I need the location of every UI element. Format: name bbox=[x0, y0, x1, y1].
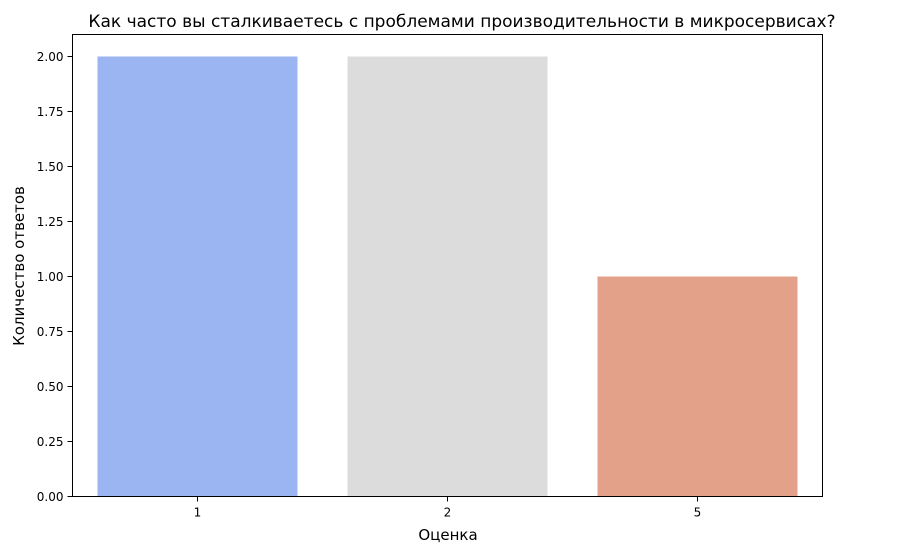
x-axis: 1 2 5 bbox=[194, 496, 702, 520]
y-tick-label: 1.00 bbox=[37, 270, 64, 284]
y-tick-label: 0.25 bbox=[37, 435, 64, 449]
y-tick-label: 1.50 bbox=[37, 160, 64, 174]
bar-1 bbox=[97, 56, 298, 497]
x-tick-label: 2 bbox=[444, 506, 452, 520]
y-tick-label: 1.25 bbox=[37, 215, 64, 229]
x-tick-label: 5 bbox=[694, 506, 702, 520]
y-axis-label: Количество ответов bbox=[10, 186, 28, 346]
chart-title: Как часто вы сталкиваетесь с проблемами … bbox=[88, 12, 835, 32]
y-axis: 0.00 0.25 0.50 0.75 1.00 1.25 1.50 1.75 2.00 bbox=[37, 50, 73, 504]
x-tick-label: 1 bbox=[194, 506, 202, 520]
bars-layer bbox=[97, 56, 798, 497]
x-axis-label: Оценка bbox=[418, 526, 477, 544]
y-tick-label: 0.75 bbox=[37, 325, 64, 339]
bar-2 bbox=[347, 56, 548, 497]
bar-5 bbox=[597, 276, 798, 497]
y-tick-label: 0.00 bbox=[37, 490, 64, 504]
y-tick-label: 0.50 bbox=[37, 380, 64, 394]
y-tick-label: 1.75 bbox=[37, 105, 64, 119]
y-tick-label: 2.00 bbox=[37, 50, 64, 64]
